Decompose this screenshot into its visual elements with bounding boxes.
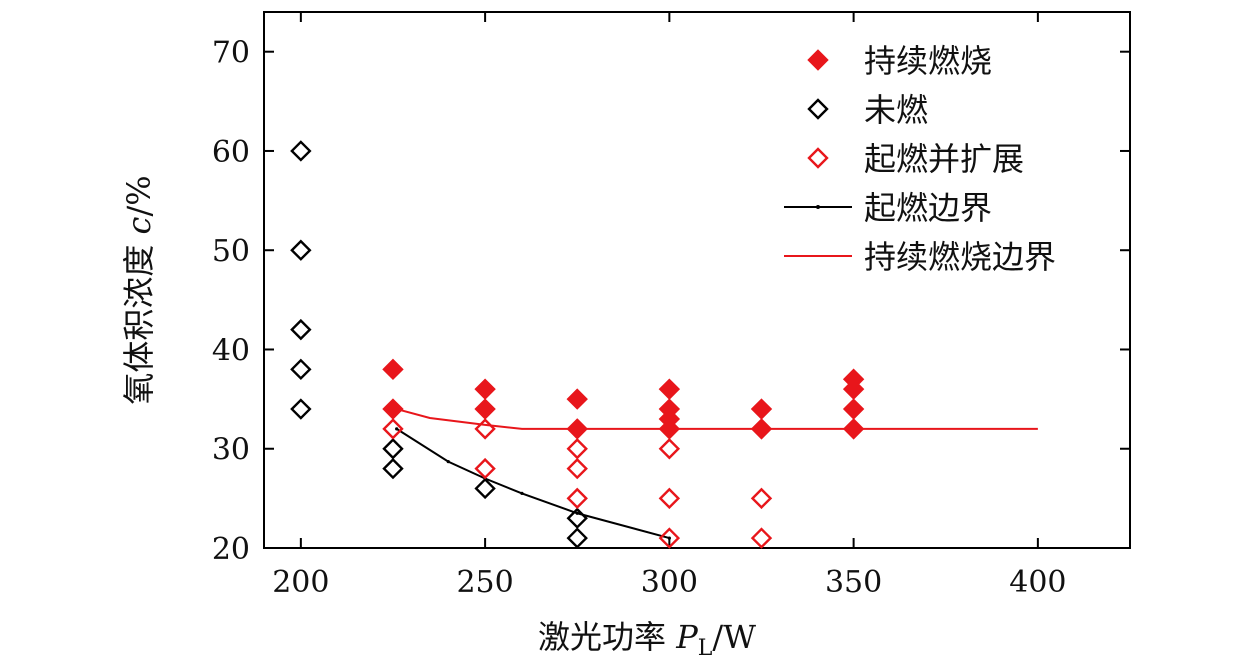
ticks-layer: 200 250 300 350 400 20 30 40 50 60 70 [212, 12, 1130, 600]
data-point [382, 457, 404, 480]
series-line-3 [396, 428, 670, 540]
data-point [566, 487, 588, 510]
markers-layer [290, 140, 865, 549]
legend-label: 起燃并扩展 [864, 140, 1024, 178]
data-point [474, 477, 496, 500]
line-point [395, 427, 399, 431]
data-point [290, 358, 312, 381]
x-tick-label: 350 [825, 565, 882, 600]
data-point [658, 487, 681, 510]
legend-label: 未燃 [864, 91, 928, 129]
data-point [750, 418, 773, 440]
data-point [382, 418, 404, 440]
data-point [750, 487, 773, 510]
legend-marker-swatch [807, 49, 829, 71]
data-point [290, 318, 312, 341]
data-point [290, 398, 312, 420]
y-tick-label: 50 [212, 234, 250, 269]
data-point [290, 140, 312, 162]
data-point [290, 239, 312, 261]
data-point [566, 527, 588, 549]
line-point [446, 460, 450, 464]
y-tick-label: 70 [212, 36, 250, 71]
data-point [658, 378, 681, 400]
x-axis-label: 激光功率 PL/W [538, 618, 756, 661]
data-point [474, 457, 496, 480]
data-point [474, 418, 496, 440]
series-line-4 [396, 408, 1038, 430]
x-tick-label: 200 [272, 565, 329, 600]
y-tick-label: 20 [212, 532, 250, 567]
data-point [750, 527, 773, 549]
data-point [474, 378, 496, 400]
y-tick-label: 60 [212, 135, 250, 170]
data-point [750, 398, 773, 420]
data-point [566, 388, 588, 410]
legend-label: 起燃边界 [864, 189, 992, 227]
legend-marker-swatch [807, 98, 829, 120]
line-point [575, 511, 579, 515]
data-point [658, 527, 681, 549]
data-point [382, 438, 404, 460]
data-point [382, 358, 404, 381]
data-point [842, 378, 865, 400]
x-tick-label: 300 [641, 565, 698, 600]
plot-frame [263, 11, 1131, 549]
data-point [474, 398, 496, 420]
x-tick-label: 400 [1009, 565, 1066, 600]
line-point [667, 536, 671, 540]
y-tick-label: 40 [212, 333, 250, 368]
y-tick-label: 30 [212, 433, 250, 468]
data-point [566, 418, 588, 440]
data-point [566, 457, 588, 480]
x-tick-label: 250 [456, 565, 513, 600]
data-point [566, 507, 588, 529]
data-point [382, 398, 404, 420]
data-point [566, 438, 588, 460]
data-point [842, 398, 865, 420]
legend-line-dot [816, 205, 820, 209]
line-point [520, 491, 524, 496]
data-point [658, 418, 681, 440]
legend-label: 持续燃烧边界 [864, 238, 1056, 276]
y-axis-label: 氧体积浓度 c/% [120, 175, 158, 404]
legend-label: 持续燃烧 [864, 42, 992, 80]
data-point [842, 418, 865, 440]
data-point [658, 438, 681, 460]
legend-marker-swatch [807, 147, 829, 169]
